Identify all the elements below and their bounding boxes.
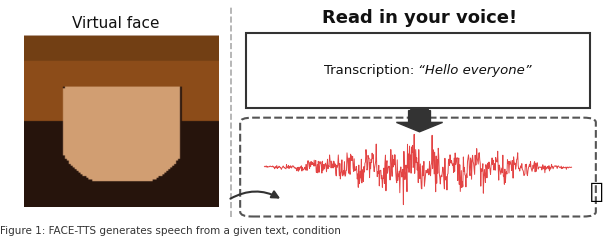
Text: Transcription:: Transcription: [323,64,418,77]
Text: Read in your voice!: Read in your voice! [322,10,517,27]
FancyBboxPatch shape [240,118,596,217]
Text: 🤔: 🤔 [590,182,603,202]
Text: Virtual face: Virtual face [72,16,159,31]
Text: “Hello everyone”: “Hello everyone” [418,64,531,77]
FancyBboxPatch shape [246,33,590,108]
Polygon shape [396,111,443,132]
Text: Figure 1: FACE-TTS generates speech from a given text, condition: Figure 1: FACE-TTS generates speech from… [0,226,341,236]
FancyBboxPatch shape [24,35,219,205]
